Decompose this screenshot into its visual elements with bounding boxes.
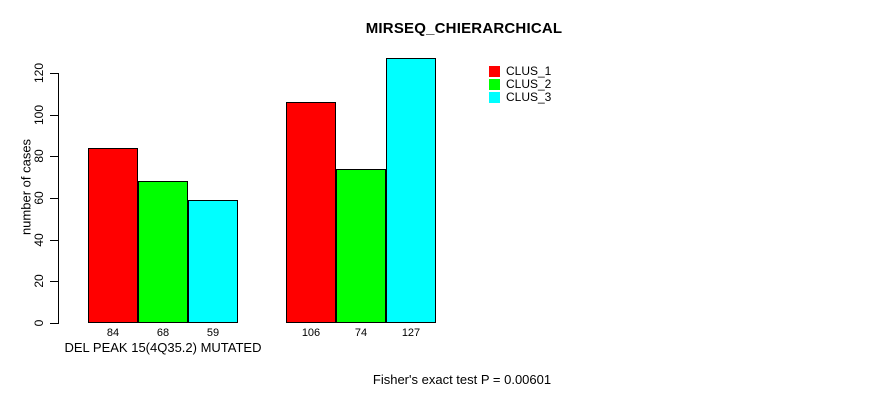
stat-annotation: Fisher's exact test P = 0.00601 — [372, 372, 552, 387]
bar-value-label: 68 — [156, 327, 170, 339]
legend-label: CLUS_3 — [506, 90, 552, 104]
bar-value-label: 59 — [206, 327, 220, 339]
y-axis-tick — [50, 280, 58, 282]
y-axis-tick — [50, 239, 58, 241]
y-axis-line — [58, 73, 59, 324]
chart-title: MIRSEQ_CHIERARCHICAL — [365, 20, 563, 37]
y-axis-tick-label: 100 — [32, 104, 46, 125]
y-axis-tick — [50, 114, 58, 116]
bar-clus_3-group1 — [188, 200, 238, 323]
y-axis-tick-label: 40 — [32, 232, 46, 247]
legend-item-clus_3: CLUS_3 — [489, 90, 552, 104]
bar-value-label: 127 — [401, 327, 421, 339]
legend-item-clus_1: CLUS_1 — [489, 64, 552, 78]
bar-clus_3-group2 — [386, 58, 436, 323]
y-axis-tick-label: 0 — [32, 319, 46, 327]
legend-swatch-icon — [489, 92, 500, 103]
legend-label: CLUS_1 — [506, 64, 552, 78]
bar-clus_1-group1 — [88, 148, 138, 323]
legend-swatch-icon — [489, 66, 500, 77]
legend-swatch-icon — [489, 79, 500, 90]
y-axis-tick-label: 20 — [32, 274, 46, 289]
y-axis-tick — [50, 155, 58, 157]
bar-value-label: 106 — [301, 327, 321, 339]
y-axis-tick — [50, 322, 58, 324]
legend-item-clus_2: CLUS_2 — [489, 77, 552, 91]
bar-value-label: 84 — [106, 327, 120, 339]
x-group-label: DEL PEAK 15(4Q35.2) MUTATED — [64, 340, 262, 355]
y-axis-tick-label: 80 — [32, 149, 46, 164]
legend-label: CLUS_2 — [506, 77, 552, 91]
bar-clus_1-group2 — [286, 102, 336, 323]
y-axis-tick — [50, 72, 58, 74]
bar-clus_2-group2 — [336, 169, 386, 323]
y-axis-tick-label: 60 — [32, 191, 46, 205]
y-axis-tick — [50, 197, 58, 199]
y-axis-tick-label: 120 — [32, 62, 46, 84]
bar-clus_2-group1 — [138, 181, 188, 323]
legend: CLUS_1 CLUS_2 CLUS_3 — [489, 64, 552, 105]
bar-value-label: 74 — [354, 327, 368, 339]
